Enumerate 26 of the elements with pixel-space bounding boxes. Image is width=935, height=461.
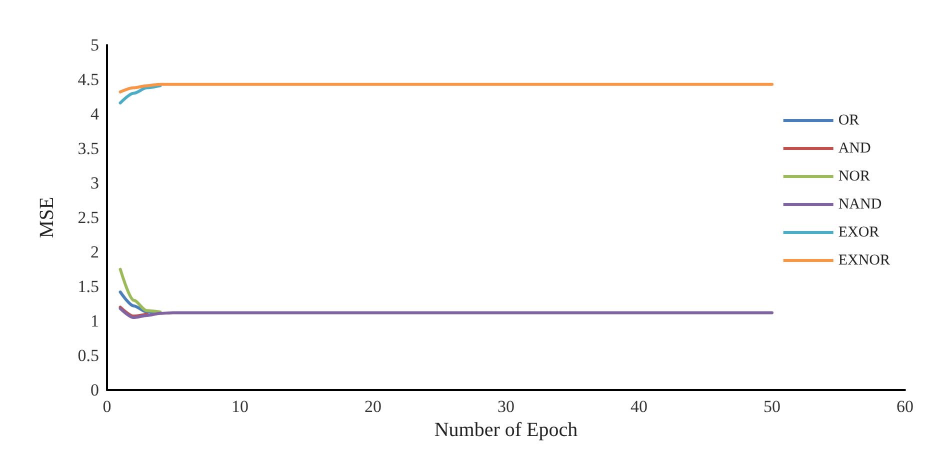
legend-label: OR [838,112,860,128]
y-tick-label: 2.5 [78,208,99,227]
legend-label: NAND [838,196,882,212]
y-tick-label: 2 [90,242,99,262]
y-tick-label: 5 [90,36,99,54]
y-tick-label: 3.5 [78,139,99,158]
y-tick-label: 0 [90,380,99,400]
y-axis-title: MSE [36,196,58,238]
legend-label: EXNOR [838,252,890,268]
y-tick-label: 1 [90,312,99,330]
y-tick-label: 3 [90,174,99,192]
legend-label: AND [838,140,871,156]
x-tick-label: 40 [630,397,648,416]
x-axis-title: Number of Epoch [434,418,578,441]
legend-label: NOR [838,168,870,184]
x-tick-label: 20 [364,397,382,416]
y-tick-label: 4.5 [78,70,99,89]
x-tick-label: 10 [232,397,248,416]
y-tick-label: 0.5 [78,346,99,365]
x-tick-label: 50 [764,397,780,416]
x-tick-label: 60 [896,397,914,416]
y-tick-label: 4 [90,104,100,124]
y-tick-label: 1.5 [78,277,99,296]
legend-label: EXOR [838,224,880,240]
x-tick-label: 30 [498,397,514,416]
x-tick-label: 0 [102,397,112,416]
